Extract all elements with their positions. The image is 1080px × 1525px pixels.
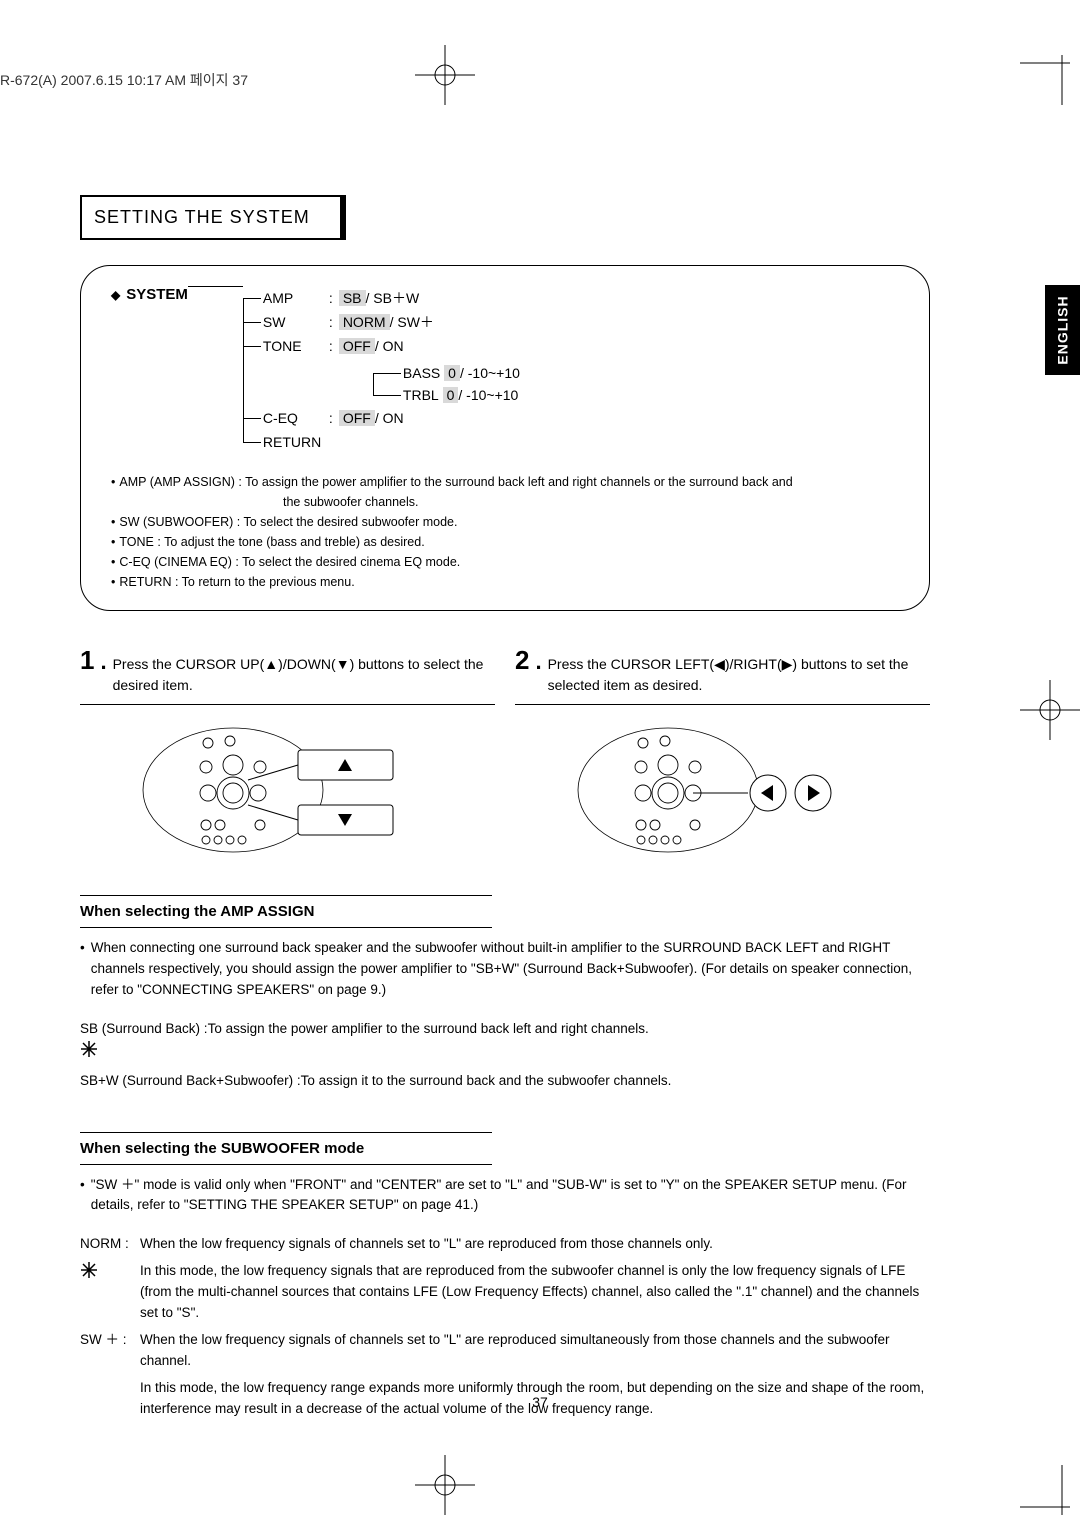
amp-assign-body: •When connecting one surround back speak… xyxy=(80,938,930,1092)
system-menu-box: ◆SYSTEM AMP:SB / SB＋W SW:NORM / SW＋ TONE… xyxy=(80,265,930,611)
page-number: 37 xyxy=(532,1394,548,1410)
crop-mark-icon xyxy=(1020,55,1070,105)
menu-tone: TONE:OFF / ON xyxy=(243,334,520,358)
crop-mark-icon xyxy=(1020,680,1080,740)
step-1: 1.Press the CURSOR UP(▲)/DOWN(▼) buttons… xyxy=(80,641,495,855)
menu-trbl: TRBL 0 / -10~+10 xyxy=(373,384,520,406)
language-tab: ENGLISH xyxy=(1045,285,1080,375)
asterisk-icon xyxy=(80,1040,98,1065)
system-notes: •AMP (AMP ASSIGN) : To assign the power … xyxy=(111,472,899,592)
remote-illustration-updown xyxy=(80,725,495,855)
print-header: R-672(A) 2007.6.15 10:17 AM 페이지 37 xyxy=(0,70,248,90)
menu-return: RETURN xyxy=(243,430,520,454)
subwoofer-body: •"SW ＋" mode is valid only when "FRONT" … xyxy=(80,1175,930,1420)
menu-amp: AMP:SB / SB＋W xyxy=(243,286,520,310)
crop-mark-icon xyxy=(415,45,475,105)
asterisk-icon xyxy=(80,1261,98,1286)
crop-mark-icon xyxy=(415,1455,475,1515)
crop-mark-icon xyxy=(1020,1465,1070,1515)
step-2: 2.Press the CURSOR LEFT(◀)/RIGHT(▶) butt… xyxy=(515,641,930,855)
amp-assign-heading: When selecting the AMP ASSIGN xyxy=(80,895,492,928)
section-title: SETTING THE SYSTEM xyxy=(80,195,342,240)
system-label: ◆SYSTEM xyxy=(111,286,188,303)
menu-bass: BASS 0 / -10~+10 xyxy=(373,362,520,384)
subwoofer-heading: When selecting the SUBWOOFER mode xyxy=(80,1132,492,1165)
menu-ceq: C-EQ:OFF / ON xyxy=(243,406,520,430)
remote-illustration-leftright xyxy=(515,725,930,855)
menu-sw: SW:NORM / SW＋ xyxy=(243,310,520,334)
